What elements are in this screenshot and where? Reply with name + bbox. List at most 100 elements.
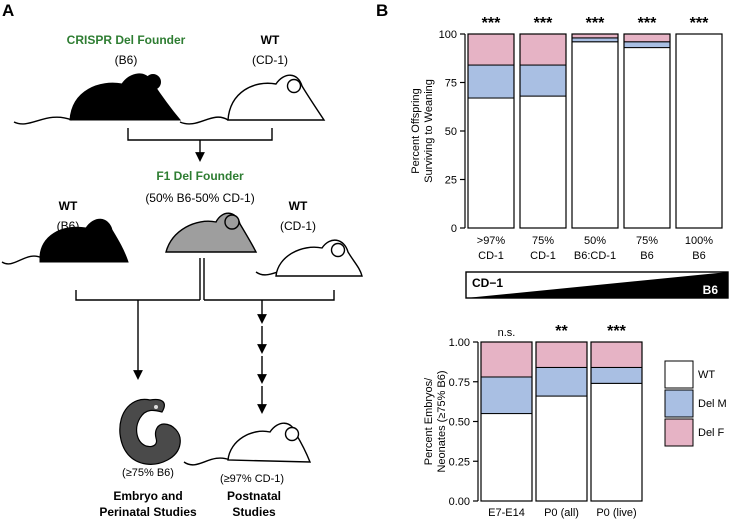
bar-outline	[623, 33, 671, 229]
y-tick-label: 25	[445, 175, 457, 187]
category-label-line2: B6:CD-1	[574, 250, 616, 262]
significance-label: n.s.	[498, 327, 516, 339]
gradient-left-label: CD−1	[472, 276, 503, 290]
panel-a-label: A	[2, 1, 14, 20]
white-mouse-cd1-icon	[179, 74, 326, 125]
black-mouse-b6-icon	[1, 218, 129, 265]
y-axis-title-line2: Neonates (≥75% B6)	[436, 370, 448, 472]
bar-segment-del-m	[590, 366, 643, 384]
bar-segment-wt	[535, 395, 588, 502]
wt-cd1-title-2: WT	[289, 199, 308, 213]
y-tick-label: 0.75	[449, 377, 470, 389]
bar-segment-del-m	[571, 37, 619, 43]
category-label-line2: B6	[640, 250, 653, 262]
bar-outline	[467, 33, 515, 229]
f1-founder-strain: (50% B6-50% CD-1)	[145, 191, 254, 205]
embryo-neonate-chart: 0.00 0.25 0.50 0.75 1.00 Percent Embryos/Neon…	[423, 323, 643, 519]
y-tick-label: 1.00	[449, 337, 470, 349]
bar-segment-del-m	[519, 64, 567, 97]
bar-segment-wt	[480, 413, 533, 502]
category-label-line2: CD-1	[530, 250, 556, 262]
y-tick-label: 0	[451, 223, 457, 235]
white-mouse-cd1-icon-2	[255, 239, 363, 277]
bar-segment-wt	[571, 41, 619, 229]
bar-segment-del-f	[623, 33, 671, 43]
bar-outline	[535, 341, 588, 502]
bar-segment-del-f	[467, 33, 515, 66]
category-label-line1: 75%	[532, 235, 554, 247]
wt-cd1-strain-2: (CD-1)	[280, 219, 316, 233]
crispr-founder-title: CRISPR Del Founder	[67, 33, 186, 47]
significance-label: ***	[607, 323, 626, 340]
category-label: E7-E14	[488, 507, 525, 519]
postnatal-study-line1: Postnatal	[227, 489, 281, 503]
embryo-strain-pct: (≥75% B6)	[122, 467, 174, 479]
bar-segment-del-f	[519, 33, 567, 66]
bar-segment-wt	[623, 47, 671, 229]
legend-del-m-label: Del M	[698, 398, 727, 410]
bar-segment-del-m	[535, 366, 588, 397]
wt-cd1-strain: (CD-1)	[252, 53, 288, 67]
black-mouse-b6-founder-icon	[13, 73, 182, 125]
bar-segment-del-m	[480, 376, 533, 415]
y-tick-label: 0.00	[449, 496, 470, 508]
y-axis-title-line1: Percent Offspring	[410, 88, 422, 173]
y-tick-label: 50	[445, 126, 457, 138]
category-label-line1: 100%	[685, 235, 713, 247]
panel-b-label: B	[376, 1, 388, 20]
legend-del-m-swatch	[664, 389, 694, 418]
wt-cd1-title: WT	[261, 33, 280, 47]
bar-outline	[571, 33, 619, 229]
category-label-line1: 75%	[636, 235, 658, 247]
legend-wt-label: WT	[698, 369, 715, 381]
f1-founder-title: F1 Del Founder	[156, 169, 244, 183]
y-tick-label: 0.50	[449, 417, 470, 429]
category-label: P0 (all)	[544, 507, 579, 519]
weaning-survival-chart: 0 25 50 75 100 Percent Offspring Surviving to …	[410, 15, 723, 262]
gradient-right-label: B6	[703, 283, 719, 297]
legend-wt-swatch	[664, 360, 694, 389]
significance-label: ***	[482, 15, 501, 32]
significance-label: ***	[638, 15, 657, 32]
bar-segment-wt	[675, 33, 723, 229]
bar-outline	[480, 341, 533, 502]
bar-segment-wt	[467, 97, 515, 229]
embryo-study-line2: Perinatal Studies	[99, 505, 197, 519]
legend: WT Del M Del F	[664, 360, 727, 447]
significance-label: ***	[534, 15, 553, 32]
crispr-founder-strain: (B6)	[115, 53, 138, 67]
category-label-line1: 50%	[584, 235, 606, 247]
legend-del-f-swatch	[664, 418, 694, 447]
significance-label: ***	[586, 15, 605, 32]
bar-segment-del-f	[480, 341, 533, 378]
embryo-icon	[119, 398, 181, 465]
wt-b6-title: WT	[59, 199, 78, 213]
bar-outline	[519, 33, 567, 229]
y-tick-label: 100	[439, 29, 457, 41]
category-label: P0 (live)	[596, 507, 636, 519]
category-label-line2: CD-1	[478, 250, 504, 262]
gray-mouse-f1-icon	[165, 212, 258, 253]
bar-segment-wt	[519, 95, 567, 229]
bar-segment-del-f	[535, 341, 588, 368]
bar-segment-del-f	[590, 341, 643, 368]
bar-outline	[675, 33, 723, 229]
category-label-line2: B6	[692, 250, 705, 262]
bar-outline	[590, 341, 643, 502]
embryo-study-line1: Embryo and	[113, 489, 182, 503]
y-tick-label: 0.25	[449, 456, 470, 468]
category-label-line1: >97%	[477, 235, 506, 247]
bar-segment-del-m	[467, 64, 515, 99]
postnatal-strain-pct: (≥97% CD-1)	[220, 473, 284, 485]
significance-label: ***	[690, 15, 709, 32]
white-mouse-postnatal-icon	[183, 422, 312, 466]
significance-label: **	[555, 323, 568, 340]
postnatal-study-line2: Studies	[232, 505, 276, 519]
y-tick-label: 75	[445, 78, 457, 90]
y-axis-title-line1: Percent Embryos/	[423, 377, 435, 465]
bar-segment-del-m	[623, 41, 671, 49]
y-axis-title-line2: Surviving to Weaning	[423, 79, 435, 183]
bar-segment-wt	[590, 382, 643, 502]
strain-gradient-bar: CD−1 B6	[465, 271, 729, 299]
